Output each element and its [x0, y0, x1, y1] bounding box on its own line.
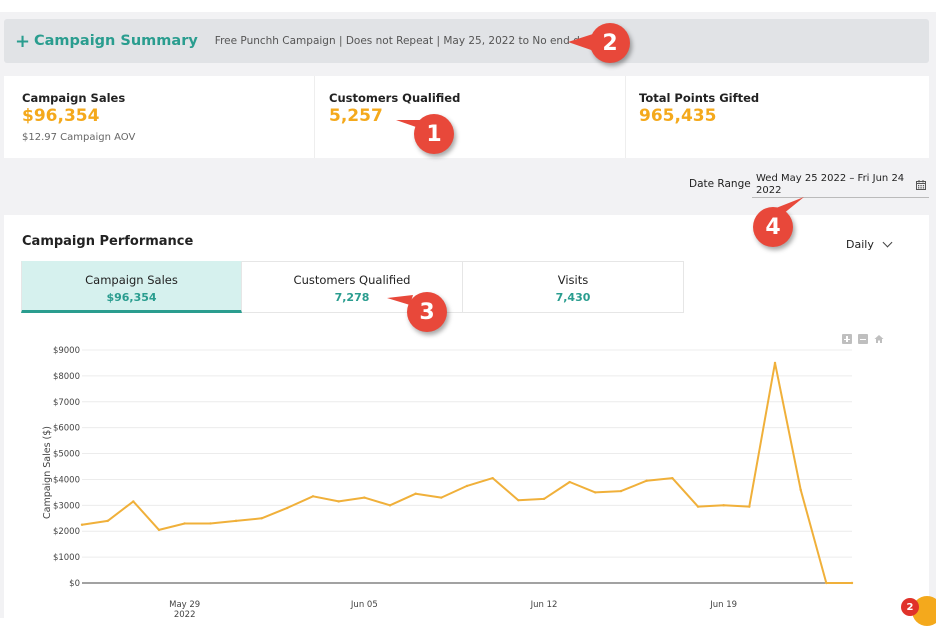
data-point [157, 528, 161, 532]
stats-card: Campaign Sales $96,354 $12.97 Campaign A… [4, 76, 929, 158]
y-tick-label: $7000 [53, 398, 80, 408]
x-tick-label: May 29 [169, 600, 200, 610]
data-point [414, 492, 417, 495]
data-point [80, 523, 84, 526]
data-point [363, 496, 366, 499]
callout-badge: 2 [590, 23, 630, 63]
data-point [311, 495, 315, 498]
callout-badge: 1 [414, 114, 454, 154]
data-point [568, 480, 571, 484]
y-tick-label: $8000 [53, 372, 80, 382]
data-point [209, 522, 212, 525]
callout-pointer [387, 295, 413, 305]
expand-plus-icon[interactable]: + [15, 30, 31, 52]
data-point [722, 504, 725, 507]
stat-label: Customers Qualified [329, 91, 461, 105]
x-tick-label: Jun 19 [709, 600, 737, 610]
campaign-summary-title[interactable]: Campaign Summary [34, 33, 198, 49]
callout-pointer [568, 33, 597, 52]
y-tick-label: $6000 [53, 424, 80, 434]
data-point [850, 581, 854, 585]
x-tick-label: Jun 05 [350, 600, 378, 610]
tab-label: Visits [557, 273, 589, 287]
data-point [440, 496, 443, 499]
campaign-summary-subtitle: Free Punchh Campaign | Does not Repeat |… [214, 35, 597, 47]
calendar-icon[interactable] [916, 180, 926, 190]
data-point [645, 479, 648, 482]
data-point [106, 519, 109, 523]
notification-badge[interactable]: 2 [901, 598, 919, 616]
data-point [671, 476, 674, 480]
data-point [260, 517, 263, 520]
data-point [388, 504, 392, 507]
stat-label: Total Points Gifted [639, 91, 760, 105]
campaign-performance-title: Campaign Performance [22, 234, 194, 249]
y-tick-label: $5000 [53, 450, 80, 460]
tab-label: Customers Qualified [293, 273, 411, 287]
y-axis-label: Campaign Sales ($) [42, 426, 53, 519]
data-point [132, 500, 135, 503]
data-point [619, 489, 623, 493]
data-point [773, 361, 777, 365]
callout-badge: 4 [753, 207, 793, 247]
tab-visits[interactable]: Visits 7,430 [463, 261, 684, 313]
data-point [286, 506, 289, 510]
stat-campaign-sales: Campaign Sales $96,354 $12.97 Campaign A… [4, 76, 314, 158]
stat-value: 5,257 [329, 106, 383, 126]
data-point [748, 505, 751, 508]
data-point [234, 519, 238, 523]
data-point [465, 484, 469, 488]
chart-toolbar [842, 334, 884, 344]
zoom-out-icon[interactable] [858, 334, 868, 344]
campaign-performance-panel: Campaign Performance Daily Campaign Sale… [4, 215, 929, 618]
stat-value: 965,435 [639, 106, 717, 126]
y-tick-label: $3000 [53, 501, 80, 511]
data-point [183, 522, 186, 525]
date-range-value[interactable]: Wed May 25 2022 – Fri Jun 24 2022 [756, 173, 905, 196]
y-tick-label: $1000 [53, 553, 80, 563]
stat-sub: $12.97 Campaign AOV [22, 132, 136, 143]
period-dropdown[interactable]: Daily [846, 237, 893, 251]
date-range-label: Date Range [689, 178, 751, 190]
tab-value: 7,278 [334, 291, 370, 304]
callout-pointer [771, 197, 804, 214]
stat-value: $96,354 [22, 106, 100, 126]
home-icon[interactable] [874, 334, 884, 344]
data-point [825, 581, 828, 585]
metric-tabs: Campaign Sales $96,354 Customers Qualifi… [21, 261, 684, 314]
date-range-input[interactable]: Wed May 25 2022 – Fri Jun 24 2022 [752, 173, 929, 198]
data-point [491, 476, 494, 480]
data-point [517, 498, 520, 502]
y-tick-label: $4000 [53, 475, 80, 485]
period-dropdown-value[interactable]: Daily [846, 238, 874, 251]
y-tick-label: $2000 [53, 527, 80, 537]
zoom-in-icon[interactable] [842, 334, 852, 344]
data-point [696, 505, 700, 508]
stat-customers-qualified: Customers Qualified 5,257 [314, 76, 625, 158]
stat-label: Campaign Sales [22, 91, 126, 105]
y-tick-label: $0 [69, 579, 80, 589]
stat-total-points: Total Points Gifted 965,435 [625, 76, 929, 158]
data-point [799, 488, 802, 491]
callout-pointer [396, 120, 420, 127]
data-point [594, 491, 597, 494]
tab-value: $96,354 [106, 291, 157, 304]
tab-campaign-sales[interactable]: Campaign Sales $96,354 [21, 261, 242, 313]
tab-label: Campaign Sales [85, 273, 178, 287]
callout-badge: 3 [407, 292, 447, 332]
x-tick-label: Jun 12 [530, 600, 558, 610]
tab-value: 7,430 [555, 291, 591, 304]
data-point [337, 500, 340, 503]
y-tick-label: $9000 [53, 346, 80, 356]
campaign-summary-header[interactable]: + Campaign Summary Free Punchh Campaign … [4, 19, 929, 63]
x-tick-sublabel: 2022 [174, 610, 196, 618]
data-point [542, 497, 546, 501]
